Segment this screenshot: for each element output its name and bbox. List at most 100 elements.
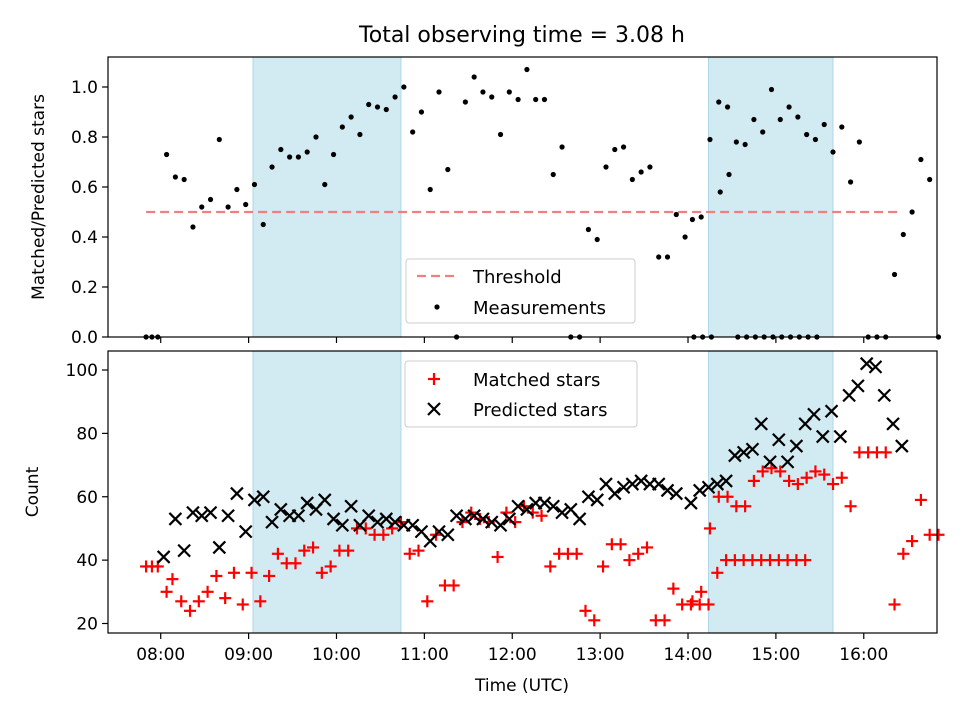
measurement-point — [638, 169, 644, 175]
matched-star-point — [210, 569, 223, 582]
top-y-axis-ticks: 0.0 0.2 0.4 0.6 0.8 1.0 — [71, 78, 108, 348]
predicted-star-point — [581, 489, 596, 504]
predicted-star-point — [745, 442, 760, 457]
predicted-star-point — [877, 388, 892, 403]
measurement-point — [348, 114, 354, 120]
predicted-star-point — [484, 515, 499, 529]
bottom-shaded-intervals — [252, 350, 834, 634]
measurement-point — [585, 226, 592, 233]
measurement-point — [550, 171, 556, 178]
predicted-star-point — [256, 489, 271, 504]
matched-star-point — [342, 544, 355, 557]
measurement-point — [768, 86, 775, 93]
predicted-star-point — [789, 439, 804, 453]
matched-star-point — [827, 478, 840, 491]
measurement-point — [260, 221, 266, 228]
matched-star-point — [491, 550, 504, 563]
measurement-point — [647, 164, 653, 170]
measurement-point — [357, 131, 363, 138]
predicted-star-point — [156, 550, 171, 564]
predicted-star-point — [859, 356, 874, 371]
matched-star-point — [686, 595, 699, 608]
bottom-y-axis-label: Count — [23, 466, 43, 517]
matched-star-point — [254, 595, 267, 608]
predicted-star-point — [833, 429, 848, 444]
matched-stars-points — [140, 446, 945, 627]
bottom-y-axis-ticks: 20 40 60 80 100 — [66, 361, 108, 634]
matched-star-point — [756, 465, 769, 478]
matched-star-point — [800, 471, 813, 484]
bottom-y-tick-label: 20 — [76, 614, 98, 634]
bottom-legend: Matched stars Predicted stars — [404, 360, 638, 428]
measurement-point — [673, 211, 679, 218]
predicted-star-point — [572, 512, 587, 526]
matched-star-point — [570, 547, 583, 560]
predicted-star-point — [590, 493, 604, 507]
predicted-star-point — [326, 512, 341, 526]
predicted-star-point — [335, 518, 350, 533]
measurement-points — [143, 66, 942, 340]
measurement-point — [322, 181, 328, 188]
measurement-point — [489, 94, 495, 100]
predicted-star-point — [186, 505, 200, 520]
measurement-point — [726, 171, 732, 178]
matched-star-point — [403, 547, 416, 560]
measurement-point — [664, 254, 671, 260]
measurement-point — [392, 94, 398, 100]
measurement-point — [760, 129, 766, 135]
matched-star-point — [932, 528, 945, 541]
matched-star-point — [914, 493, 927, 506]
measurement-point — [304, 149, 310, 155]
measurement-point — [445, 166, 451, 173]
matched-star-point — [774, 465, 787, 478]
predicted-star-point — [177, 543, 191, 558]
predicted-star-point — [458, 512, 473, 526]
x-tick-label: 14:00 — [664, 645, 713, 665]
top-x-axis-ticks — [160, 337, 865, 343]
measurement-point — [847, 179, 854, 185]
bottom-panel: 20 40 60 80 100 08:00 09:00 10:00 11:00 12:00 13:… — [23, 350, 945, 696]
predicted-star-point — [203, 505, 218, 520]
top-y-tick-label: 0.4 — [71, 228, 98, 248]
matched-star-point — [739, 500, 752, 513]
measurement-point — [594, 236, 600, 243]
x-tick-label: 11:00 — [400, 645, 449, 665]
predicted-star-point — [388, 515, 402, 529]
bottom-y-tick-label: 60 — [76, 488, 98, 508]
matched-star-point — [289, 557, 302, 570]
matched-star-point — [783, 474, 796, 487]
matched-star-point — [614, 538, 627, 551]
measurement-point — [383, 106, 389, 113]
measurement-point — [821, 121, 827, 128]
bottom-y-tick-label: 100 — [66, 361, 98, 381]
measurement-point — [612, 146, 618, 153]
measurement-point — [786, 104, 792, 110]
measurement-point — [207, 196, 214, 203]
shaded-interval — [708, 56, 834, 338]
matched-star-point — [658, 614, 671, 627]
matched-star-point — [809, 465, 822, 478]
predicted-star-point — [493, 518, 508, 533]
matched-star-point — [160, 585, 173, 598]
predicted-star-point — [807, 407, 821, 422]
predicted-star-point — [441, 527, 455, 542]
predicted-star-point — [780, 455, 795, 469]
measurement-point — [163, 151, 170, 158]
predicted-star-point — [660, 483, 675, 498]
matched-star-point — [597, 560, 610, 573]
matched-star-point — [307, 541, 320, 554]
measurement-point — [506, 89, 512, 95]
legend-matched-label: Matched stars — [473, 370, 600, 391]
predicted-star-point — [502, 512, 517, 526]
matched-star-point — [640, 541, 653, 554]
predicted-star-point — [370, 515, 385, 529]
predicted-star-point — [851, 379, 865, 393]
top-plot-frame — [107, 56, 938, 338]
measurement-point — [515, 96, 521, 103]
predicted-star-point — [701, 480, 716, 495]
predicted-star-point — [815, 429, 830, 444]
predicted-star-point — [168, 512, 183, 526]
measurement-point — [339, 124, 345, 130]
measurement-point — [295, 154, 302, 160]
predicted-star-point — [265, 515, 279, 529]
